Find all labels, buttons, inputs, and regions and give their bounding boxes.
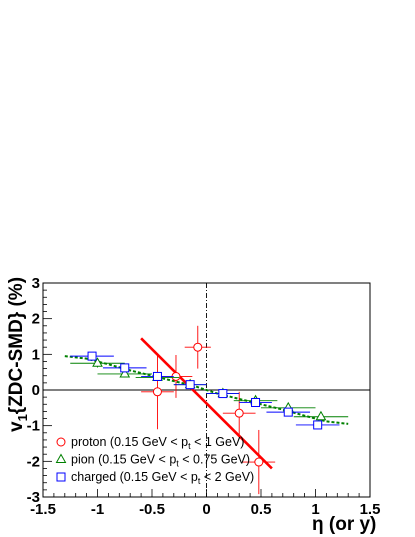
series-charged bbox=[70, 351, 340, 430]
data-point-circle bbox=[234, 408, 244, 418]
x-tick-label: 0 bbox=[202, 501, 210, 518]
legend-label-charged: charged (0.15 GeV < pt < 2 GeV) bbox=[71, 470, 254, 486]
axis-ticks bbox=[42, 282, 371, 498]
data-point-triangle bbox=[315, 410, 327, 421]
data-point-square bbox=[87, 351, 97, 361]
series-proton bbox=[141, 325, 276, 495]
x-tick-label: -0.5 bbox=[139, 501, 165, 518]
data-point-square bbox=[185, 380, 195, 390]
legend-label-pion: pion (0.15 GeV < pt < 0.75 GeV) bbox=[71, 453, 250, 469]
data-point-square bbox=[120, 363, 130, 373]
data-point-triangle bbox=[119, 367, 131, 378]
y-tick-label: -1 bbox=[27, 418, 40, 435]
data-point-square bbox=[218, 389, 228, 399]
y-tick-label: -2 bbox=[27, 453, 40, 470]
pion-fit-line bbox=[64, 355, 349, 425]
data-point-triangle bbox=[92, 357, 103, 367]
data-series bbox=[70, 325, 349, 495]
y-axis-title: v1{ZDC-SMD} (%) bbox=[6, 277, 30, 432]
x-tick-label: 1 bbox=[311, 501, 319, 518]
tick-labels: -1.5 -1 -0.5 0 0.5 1 1.5 -3 -2 -1 0 1 2 3 bbox=[27, 275, 381, 518]
y-tick-label: 2 bbox=[32, 311, 40, 328]
y-tick-label: 1 bbox=[32, 346, 40, 363]
data-point-square bbox=[283, 407, 293, 417]
data-point-circle bbox=[193, 342, 203, 352]
x-tick-label: -1 bbox=[91, 501, 104, 518]
data-point-square bbox=[251, 397, 261, 407]
proton-fit-line bbox=[140, 337, 273, 470]
data-point-circle bbox=[152, 387, 162, 397]
x-tick-label: 1.5 bbox=[360, 501, 381, 518]
x-tick-label: 0.5 bbox=[251, 501, 272, 518]
y-tick-label: 0 bbox=[32, 382, 40, 399]
svg-text:v1{ZDC-SMD} (%): v1{ZDC-SMD} (%) bbox=[6, 277, 30, 432]
x-axis-title: η (or y) bbox=[312, 514, 376, 535]
data-point-circle bbox=[254, 457, 264, 467]
legend: proton (0.15 GeV < pt < 1 GeV) pion (0.15… bbox=[55, 435, 254, 486]
data-point-square bbox=[152, 371, 162, 381]
legend-marker-proton bbox=[56, 437, 66, 447]
legend-marker-pion bbox=[55, 453, 67, 463]
legend-marker-charged bbox=[56, 472, 66, 482]
legend-label-proton: proton (0.15 GeV < pt < 1 GeV) bbox=[71, 435, 244, 451]
y-tick-label: 3 bbox=[32, 275, 40, 292]
data-point-square bbox=[313, 420, 323, 430]
fit-lines bbox=[64, 337, 349, 470]
y-tick-label: -3 bbox=[27, 489, 40, 506]
x-tick-label: -1.5 bbox=[30, 501, 56, 518]
